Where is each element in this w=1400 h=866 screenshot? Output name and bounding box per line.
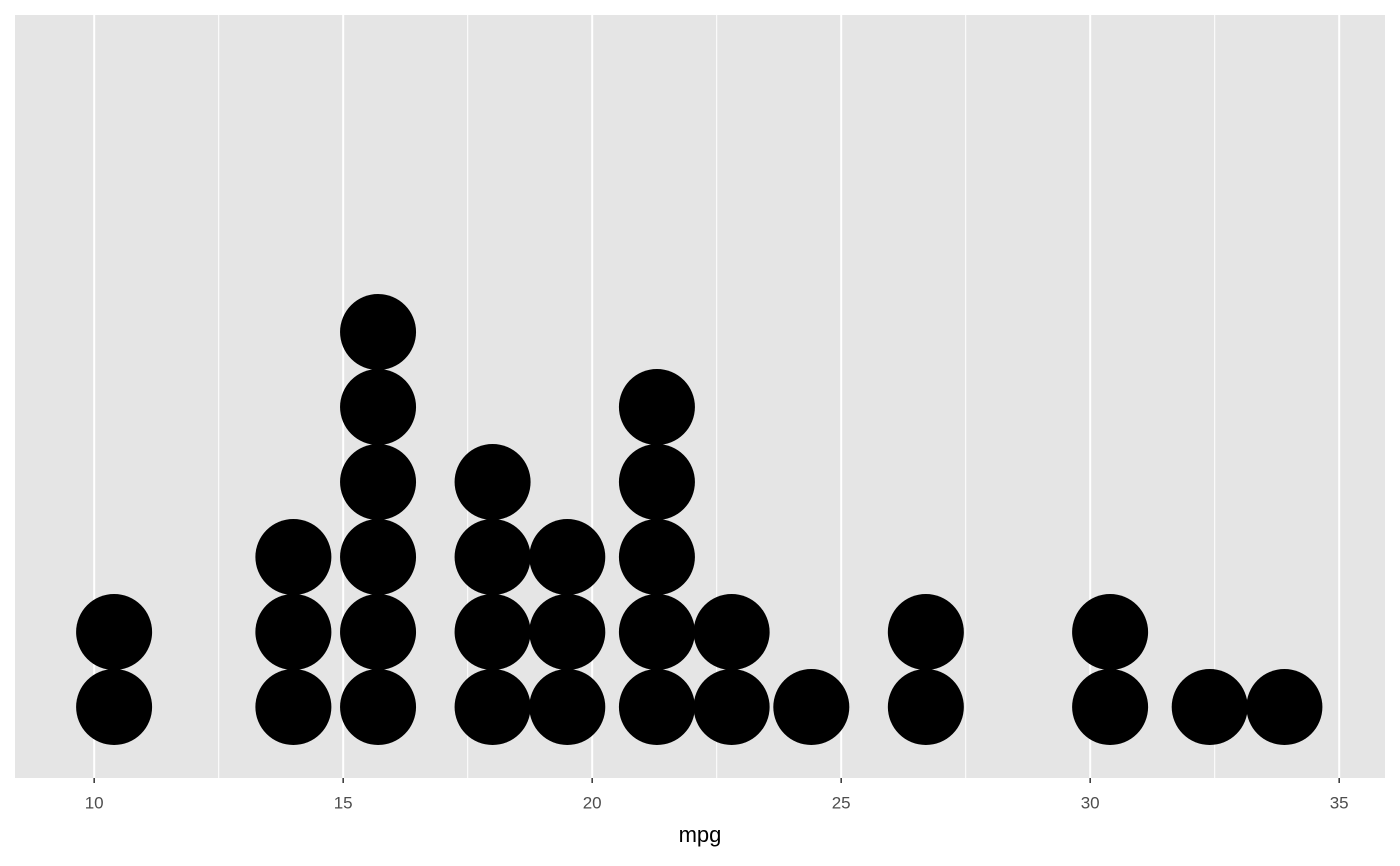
dot — [693, 669, 770, 745]
dot — [454, 669, 531, 745]
dot — [454, 519, 531, 595]
dot — [340, 444, 417, 520]
dot — [1246, 669, 1323, 745]
dot — [255, 669, 332, 745]
dot — [693, 594, 770, 670]
dot — [618, 594, 695, 670]
dot — [773, 669, 850, 745]
dot — [618, 444, 695, 520]
x-tick-label: 25 — [832, 793, 851, 812]
dot — [340, 369, 417, 445]
dot — [1072, 669, 1149, 745]
dot — [1072, 594, 1149, 670]
dot — [76, 669, 153, 745]
dot — [340, 594, 417, 670]
dot — [255, 519, 332, 595]
panel-background — [15, 15, 1385, 778]
dot — [618, 669, 695, 745]
dot — [887, 669, 964, 745]
x-tick-label: 20 — [583, 793, 602, 812]
dot — [255, 594, 332, 670]
x-tick-label: 30 — [1081, 793, 1100, 812]
x-tick-label: 35 — [1330, 793, 1349, 812]
x-tick-label: 15 — [334, 793, 353, 812]
dot — [887, 594, 964, 670]
dot — [454, 444, 531, 520]
x-tick-label: 10 — [85, 793, 104, 812]
dot — [340, 669, 417, 745]
dot — [340, 294, 417, 370]
dot — [529, 519, 606, 595]
dot — [454, 594, 531, 670]
dot — [340, 519, 417, 595]
x-axis-label: mpg — [679, 822, 722, 847]
dot — [1171, 669, 1248, 745]
dot — [618, 369, 695, 445]
dot — [529, 669, 606, 745]
dot — [529, 594, 606, 670]
dot — [76, 594, 153, 670]
dot — [618, 519, 695, 595]
